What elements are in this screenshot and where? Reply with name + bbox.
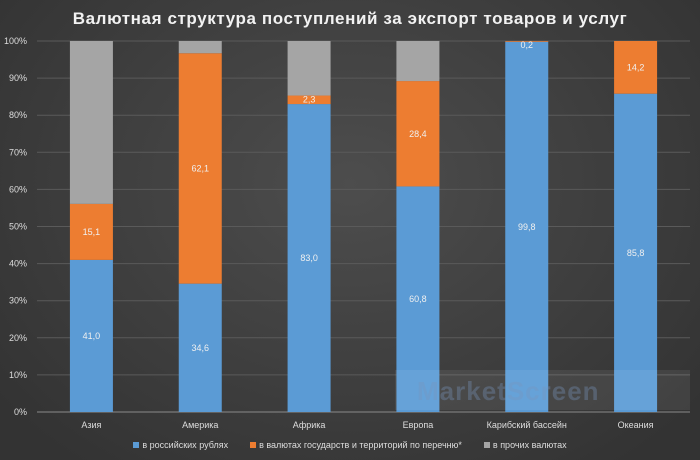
legend-label: в российских рублях (142, 440, 229, 450)
bar-segment (614, 93, 658, 412)
bar-segment (69, 203, 113, 260)
data-label: 41,0 (83, 331, 101, 341)
bar-segment (614, 41, 658, 94)
legend-item: в валютах государств и территорий по пер… (250, 440, 462, 450)
bar-segment (178, 283, 222, 412)
y-tick-label: 10% (9, 370, 27, 380)
bar-segment (287, 41, 331, 96)
data-label: 28,4 (409, 129, 427, 139)
data-label: 60,8 (409, 294, 427, 304)
legend-item: в прочих валютах (483, 440, 567, 450)
data-label: 99,8 (518, 222, 536, 232)
data-label: 15,1 (83, 227, 101, 237)
data-label: 62,1 (191, 163, 209, 173)
bar-segment (178, 41, 222, 54)
y-tick-label: 40% (9, 259, 27, 269)
legend-swatch (483, 442, 490, 448)
y-tick-label: 30% (9, 296, 27, 306)
x-tick-label: Африка (293, 420, 326, 430)
bar-segment (69, 41, 113, 204)
bar-segment (287, 104, 331, 412)
bar-segment (505, 41, 549, 412)
legend-label: в прочих валютах (492, 440, 567, 450)
bar-segment (505, 41, 549, 42)
x-tick-label: Океания (618, 420, 654, 430)
bar-segment (287, 95, 331, 105)
chart-title: Валютная структура поступлений за экспор… (72, 9, 628, 28)
legend: в российских рублях в валютах государств … (0, 440, 700, 450)
bar-segment (396, 81, 440, 187)
y-tick-label: 80% (9, 110, 27, 120)
legend-swatch (250, 442, 257, 448)
watermark: MarketScreen (395, 370, 690, 410)
x-tick-label: Азия (81, 420, 101, 430)
legend-item: в российских рублях (133, 440, 228, 450)
legend-swatch (133, 442, 140, 448)
bar-segment (396, 186, 440, 412)
y-tick-label: 90% (9, 73, 27, 83)
y-tick-label: 60% (9, 184, 27, 194)
bar-segment (396, 41, 440, 82)
y-tick-label: 70% (9, 147, 27, 157)
x-tick-label: Карибский бассейн (487, 420, 567, 430)
data-label: 85,8 (627, 248, 645, 258)
y-tick-label: 20% (9, 333, 27, 343)
data-label: 34,6 (191, 343, 209, 353)
data-label: 14,2 (627, 62, 645, 72)
bar-segment (69, 259, 113, 412)
data-label: 83,0 (300, 253, 318, 263)
legend-label: в валютах государств и территорий по пер… (259, 440, 462, 450)
y-tick-label: 50% (9, 222, 27, 232)
y-tick-label: 100% (4, 36, 27, 46)
y-tick-label: 0% (14, 407, 27, 417)
x-tick-label: Америка (182, 420, 218, 430)
data-label: 2,3 (303, 95, 316, 105)
data-label: 0,2 (520, 40, 533, 50)
x-tick-label: Европа (403, 420, 434, 430)
bar-segment (178, 53, 222, 284)
